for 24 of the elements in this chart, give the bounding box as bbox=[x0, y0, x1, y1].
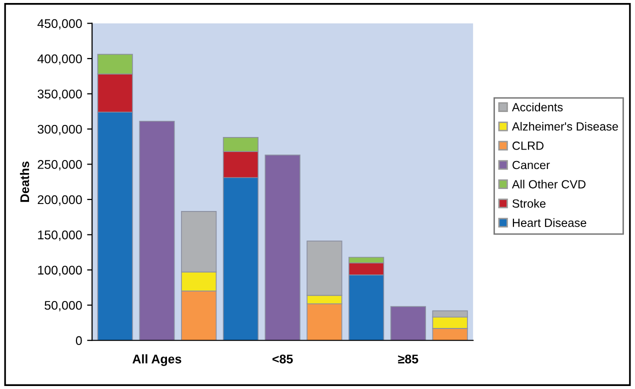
bar bbox=[264, 154, 300, 340]
legend-label: Cancer bbox=[512, 160, 550, 170]
x-tick-label: All Ages bbox=[132, 354, 182, 366]
legend-label: All Other CVD bbox=[512, 180, 586, 188]
legend-label: CLRD bbox=[512, 142, 544, 150]
y-tick-label: 50,000 bbox=[44, 300, 82, 312]
y-tick-label: 300,000 bbox=[38, 124, 82, 136]
legend-label: Accidents bbox=[512, 102, 563, 112]
y-tick-label: 150,000 bbox=[38, 230, 82, 241]
y-tick-label: 100,000 bbox=[38, 266, 82, 276]
y-tick-label: 350,000 bbox=[38, 90, 82, 100]
legend-label: Alzheimer's Disease bbox=[512, 122, 618, 131]
y-axis-title: Deaths bbox=[20, 162, 30, 202]
y-tick-label: 250,000 bbox=[38, 160, 82, 170]
x-tick-label: <85 bbox=[272, 354, 293, 364]
y-tick-label: 0 bbox=[76, 336, 82, 346]
y-tick-label: 400,000 bbox=[37, 54, 82, 65]
y-tick-label: 450,000 bbox=[37, 19, 82, 30]
x-tick-label: ≥85 bbox=[398, 354, 418, 364]
y-tick-label: 200,000 bbox=[38, 195, 82, 206]
bar bbox=[139, 120, 175, 340]
bar bbox=[390, 306, 426, 340]
legend-label: Stroke bbox=[512, 199, 546, 208]
legend-label: Heart Disease bbox=[512, 218, 586, 227]
